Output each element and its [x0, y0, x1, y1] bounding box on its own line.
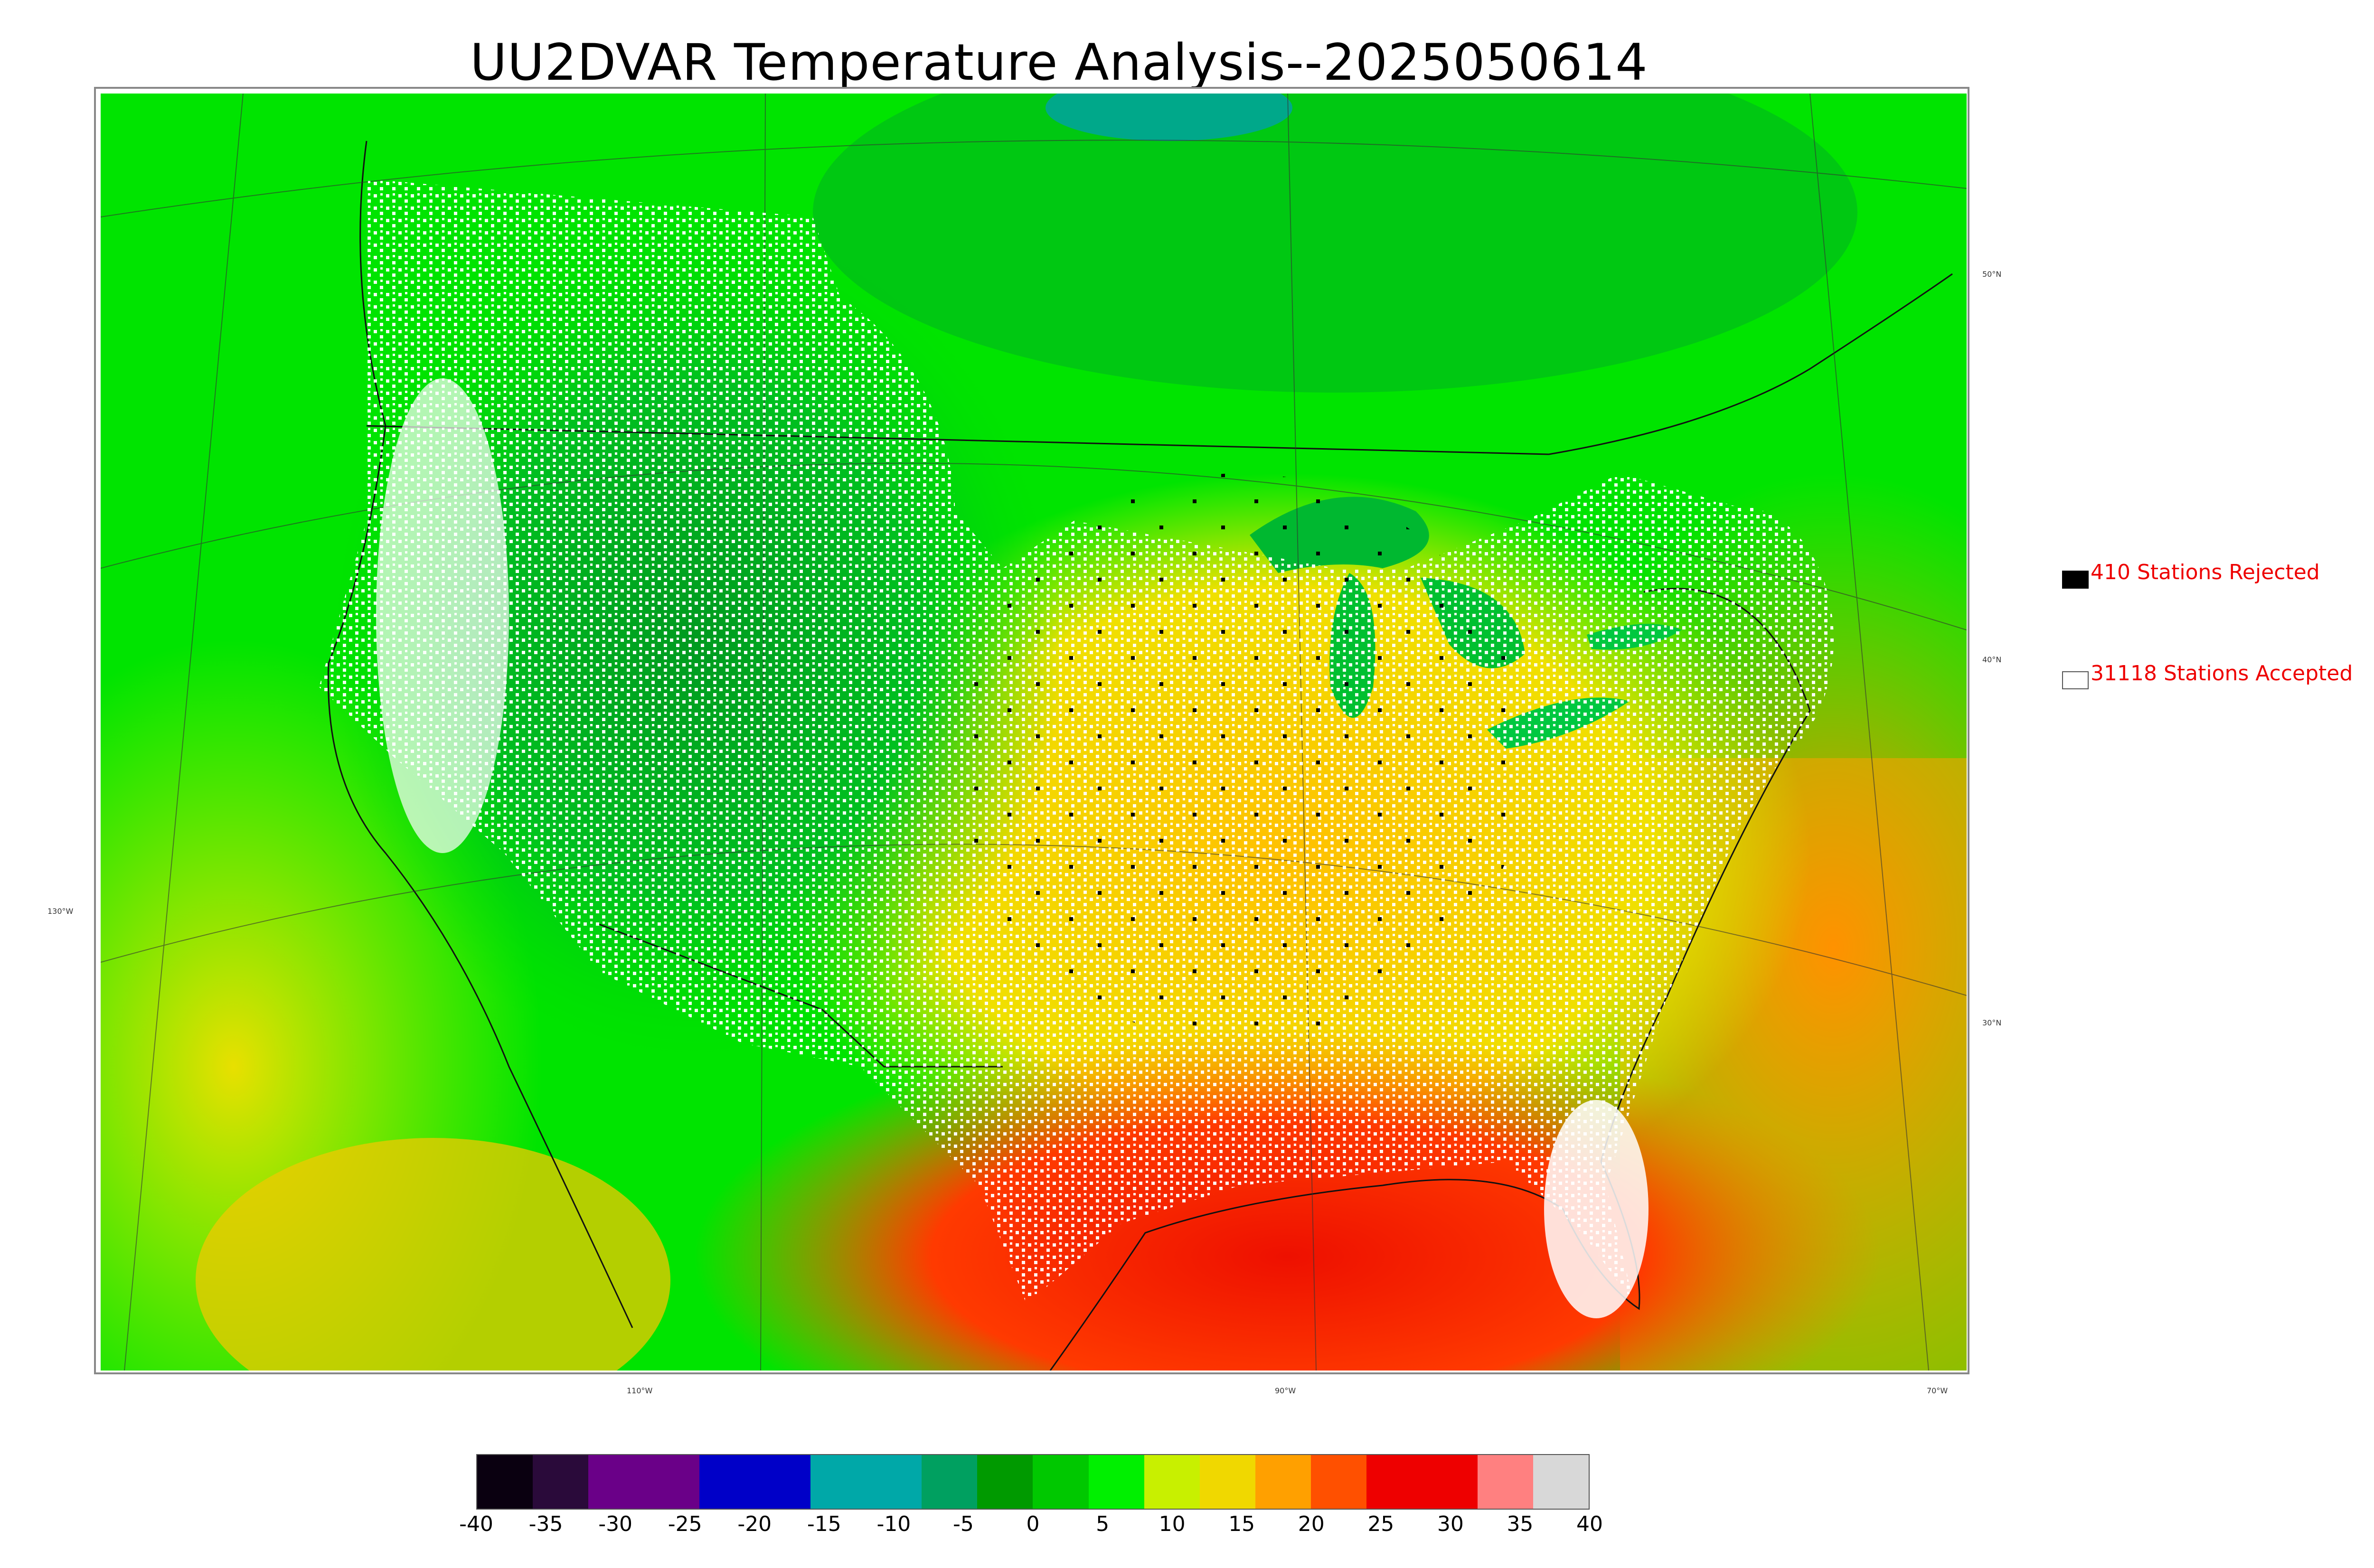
- colorbar-tick-label: 25: [1367, 1512, 1394, 1536]
- colorbar: [476, 1454, 1590, 1510]
- colorbar-tick-label: -20: [737, 1512, 772, 1536]
- colorbar-tick-label: -15: [807, 1512, 841, 1536]
- lon-label-90w: 90°W: [1275, 1386, 1296, 1395]
- hudson-bay-region: [1046, 94, 1292, 141]
- colorbar-segment: [866, 1455, 922, 1509]
- colorbar-tick-label: 35: [1507, 1512, 1534, 1536]
- colorbar-segment: [1422, 1455, 1478, 1509]
- colorbar-segment: [922, 1455, 978, 1509]
- colorbar-segment: [477, 1455, 533, 1509]
- colorbar-segment: [588, 1455, 644, 1509]
- colorbar-tick-label: -5: [953, 1512, 974, 1536]
- lon-label-130w: 130°W: [47, 907, 74, 916]
- colorbar-tick-label: 5: [1096, 1512, 1110, 1536]
- colorbar-segment: [977, 1455, 1033, 1509]
- colorbar-tick-label: 10: [1159, 1512, 1186, 1536]
- colorbar-tick-label: 20: [1298, 1512, 1325, 1536]
- colorbar-tick-label: 40: [1576, 1512, 1603, 1536]
- colorbar-tick-label: -30: [598, 1512, 633, 1536]
- lat-label-40n: 40°N: [1982, 655, 2002, 664]
- lat-label-30n: 30°N: [1982, 1018, 2002, 1027]
- colorbar-segment: [1033, 1455, 1089, 1509]
- rejected-stations: [955, 473, 1525, 1043]
- colorbar-segment: [1255, 1455, 1311, 1509]
- accepted-swatch: [2062, 671, 2089, 689]
- colorbar-segment: [1088, 1455, 1144, 1509]
- accepted-label: 31118 Stations Accepted: [2091, 661, 2353, 685]
- colorbar-segment: [644, 1455, 700, 1509]
- colorbar-tick-label: 30: [1437, 1512, 1464, 1536]
- colorbar-segment: [1533, 1455, 1589, 1509]
- colorbar-tick-label: -10: [876, 1512, 911, 1536]
- colorbar-tick-label: 0: [1026, 1512, 1040, 1536]
- lat-label-50n: 50°N: [1982, 270, 2002, 279]
- colorbar-tick-label: -35: [528, 1512, 563, 1536]
- colorbar-segment: [1477, 1455, 1533, 1509]
- lon-label-110w: 110°W: [627, 1386, 653, 1395]
- colorbar-segment: [1366, 1455, 1422, 1509]
- pacific-southern-warm-region: [196, 1138, 670, 1371]
- colorbar-tick-label: -40: [459, 1512, 493, 1536]
- colorbar-tick-label: 15: [1228, 1512, 1255, 1536]
- colorbar-tick-label: -25: [668, 1512, 702, 1536]
- rejected-label: 410 Stations Rejected: [2091, 560, 2320, 584]
- colorbar-segment: [699, 1455, 755, 1509]
- canada-cool-region: [813, 94, 1857, 393]
- colorbar-segment: [1199, 1455, 1255, 1509]
- colorbar-segment: [810, 1455, 867, 1509]
- colorbar-segment: [755, 1455, 811, 1509]
- lon-label-70w: 70°W: [1927, 1386, 1948, 1395]
- rejected-swatch: [2062, 571, 2089, 589]
- colorbar-segment: [533, 1455, 589, 1509]
- colorbar-segment: [1310, 1455, 1366, 1509]
- colorbar-segment: [1144, 1455, 1200, 1509]
- temperature-map[interactable]: [101, 94, 1967, 1371]
- map-title: UU2DVAR Temperature Analysis--2025050614: [470, 33, 1648, 92]
